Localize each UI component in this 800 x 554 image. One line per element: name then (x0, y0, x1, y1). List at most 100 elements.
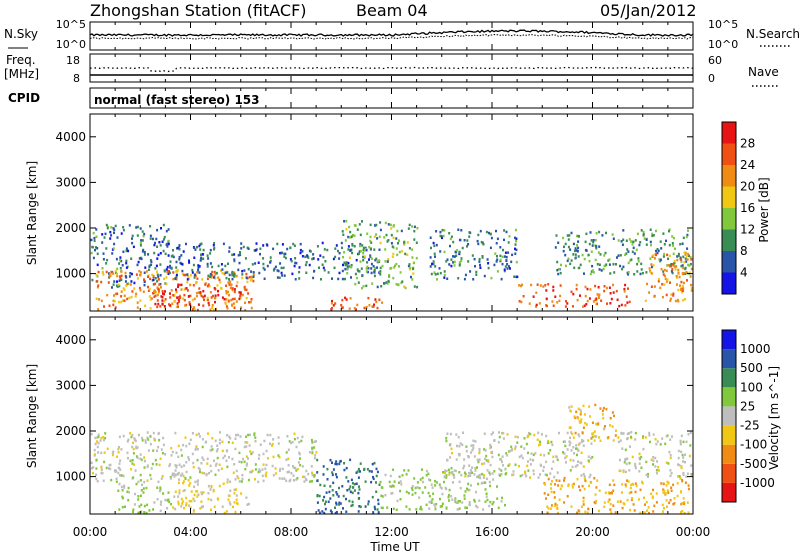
scatter-cell (467, 455, 470, 458)
scatter-cell (616, 298, 619, 301)
scatter-cell (668, 229, 670, 233)
scatter-cell (582, 404, 585, 408)
scatter-cell (220, 263, 223, 266)
scatter-cell (194, 248, 197, 251)
scatter-cell (303, 480, 306, 483)
time-tick-label: 08:00 (274, 525, 309, 539)
scatter-cell (330, 302, 333, 305)
scatter-cell (621, 491, 623, 494)
scatter-cell (578, 434, 581, 438)
scatter-cell (301, 250, 304, 253)
power-colorbar-tick-label: 8 (740, 244, 748, 258)
scatter-cell (131, 290, 134, 293)
scatter-cell (590, 250, 593, 253)
scatter-cell (485, 477, 488, 481)
scatter-cell (295, 469, 298, 472)
scatter-cell (412, 267, 414, 271)
scatter-cell (287, 448, 290, 451)
scatter-cell (624, 283, 627, 287)
scatter-cell (395, 247, 398, 250)
scatter-cell (293, 479, 295, 482)
scatter-cell (589, 231, 592, 234)
scatter-cell (172, 506, 175, 509)
scatter-cell (187, 295, 190, 298)
scatter-cell (673, 502, 676, 505)
scatter-cell (225, 459, 228, 462)
scatter-cell (571, 465, 574, 469)
scatter-cell (373, 248, 376, 251)
scatter-cell (458, 251, 461, 254)
scatter-cell (259, 252, 261, 256)
scatter-cell (118, 279, 121, 282)
scatter-cell (177, 495, 180, 498)
scatter-cell (592, 239, 595, 242)
scatter-cell (363, 255, 366, 258)
scatter-cell (662, 488, 665, 491)
scatter-cell (345, 228, 348, 231)
scatter-cell (166, 245, 169, 248)
scatter-cell (640, 262, 643, 266)
scatter-cell (109, 274, 112, 277)
scatter-cell (148, 295, 151, 298)
scatter-cell (124, 275, 127, 278)
scatter-cell (545, 304, 548, 308)
scatter-cell (337, 249, 339, 253)
scatter-cell (390, 492, 393, 495)
scatter-cell (152, 278, 155, 281)
scatter-cell (563, 501, 566, 504)
scatter-cell (675, 265, 678, 268)
scatter-cell (515, 260, 518, 264)
scatter-cell (529, 463, 532, 466)
scatter-cell (630, 240, 633, 243)
scatter-cell (245, 464, 248, 467)
scatter-cell (191, 268, 194, 272)
scatter-cell (429, 236, 432, 239)
scatter-cell (444, 469, 447, 472)
scatter-cell (478, 450, 481, 453)
scatter-cell (404, 252, 407, 256)
scatter-cell (682, 298, 685, 302)
scatter-cell (199, 470, 201, 474)
scatter-cell (155, 270, 158, 273)
scatter-cell (334, 506, 336, 509)
scatter-cell (433, 252, 436, 256)
scatter-cell (430, 501, 433, 504)
scatter-cell (292, 465, 294, 468)
scatter-cell (583, 487, 586, 491)
scatter-cell (184, 304, 187, 307)
scatter-cell (361, 274, 364, 278)
scatter-cell (541, 433, 543, 436)
scatter-cell (627, 250, 630, 253)
scatter-cell (655, 229, 657, 233)
scatter-cell (313, 475, 316, 478)
scatter-cell (376, 266, 378, 269)
scatter-cell (573, 452, 576, 455)
scatter-cell (500, 469, 503, 472)
scatter-cell (203, 298, 205, 302)
scatter-cell (564, 253, 567, 257)
scatter-cell (140, 458, 143, 462)
scatter-cell (262, 463, 265, 466)
scatter-cell (370, 257, 373, 260)
scatter-cell (677, 288, 680, 292)
scatter-cell (551, 300, 554, 303)
scatter-cell (622, 502, 625, 505)
scatter-cell (636, 232, 639, 236)
scatter-cell (188, 458, 190, 461)
scatter-cell (266, 244, 269, 247)
scatter-cell (351, 491, 354, 495)
scatter-cell (231, 297, 234, 301)
scatter-cell (183, 489, 186, 492)
scatter-cell (545, 434, 548, 438)
scatter-cell (471, 466, 474, 469)
scatter-cell (299, 248, 302, 252)
scatter-cell (391, 255, 394, 258)
scatter-cell (473, 473, 476, 476)
scatter-cell (233, 271, 236, 274)
scatter-cell (223, 298, 226, 301)
scatter-cell (211, 304, 214, 307)
scatter-cell (413, 238, 416, 241)
scatter-cell (634, 431, 637, 435)
scatter-cell (598, 489, 601, 492)
scatter-cell (434, 484, 437, 487)
